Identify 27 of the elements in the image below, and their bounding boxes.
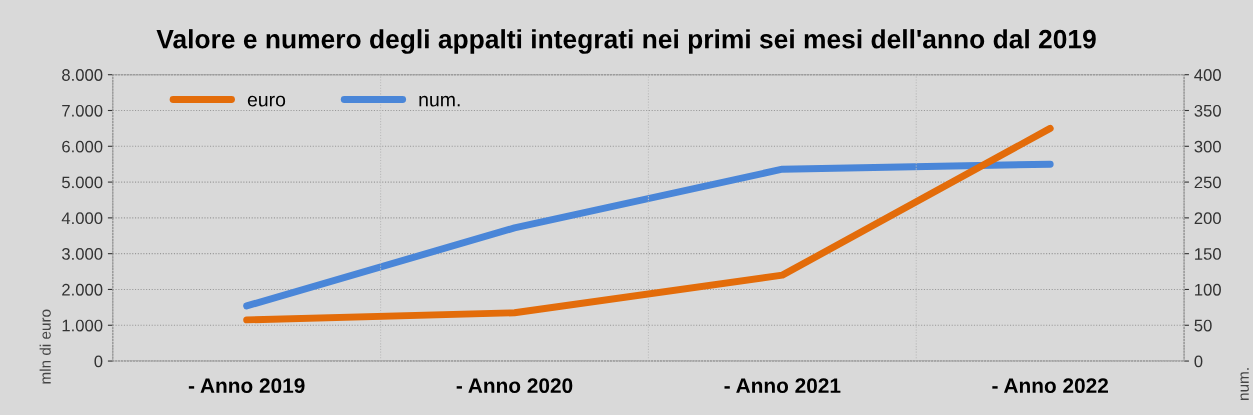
y-tick-label: 1.000 <box>62 319 103 332</box>
chart-title: Valore e numero degli appalti integrati nei primi sei mesi dell'anno dal 2019 <box>156 29 1096 54</box>
y2-tick-label: 250 <box>1194 176 1221 189</box>
y2-tick-label: 400 <box>1194 69 1221 81</box>
y-tick-label: 2.000 <box>62 283 103 296</box>
y-tick-label: 7.000 <box>62 104 103 117</box>
y2-tick-label: 0 <box>1194 355 1203 368</box>
y2-tick-label: 50 <box>1194 319 1212 332</box>
y2-tick-label: 350 <box>1194 104 1221 117</box>
y-tick-label: 5.000 <box>62 176 103 189</box>
y-tick-label: 8.000 <box>62 69 103 81</box>
legend-label: euro <box>247 95 286 107</box>
y-tick-label: 4.000 <box>61 212 103 225</box>
y-tick-label: 0 <box>94 355 103 368</box>
x-tick-label: - Anno 2022 <box>992 378 1108 394</box>
y-tick-label: 6.000 <box>62 140 103 153</box>
y2-tick-label: 300 <box>1194 140 1221 153</box>
y-tick-label: 3.000 <box>61 248 103 260</box>
x-tick-label: - Anno 2019 <box>188 378 305 394</box>
x-tick-label: - Anno 2020 <box>456 378 573 394</box>
y2-tick-label: 200 <box>1194 212 1221 225</box>
legend-label: num. <box>419 95 460 107</box>
y2-axis-title: num. <box>1240 368 1249 400</box>
y-axis-title: mln di euro <box>39 309 51 384</box>
y2-tick-label: 100 <box>1195 283 1221 296</box>
x-tick-label: - Anno 2021 <box>724 378 841 394</box>
y2-tick-label: 150 <box>1195 248 1221 260</box>
